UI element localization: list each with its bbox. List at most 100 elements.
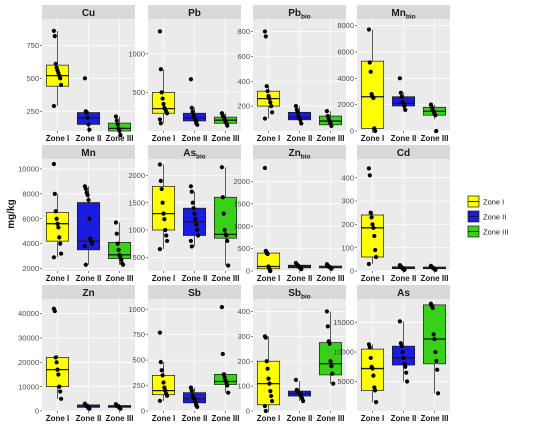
- data-point: [399, 94, 404, 99]
- y-tick-label: 8000: [22, 189, 39, 198]
- data-point: [324, 309, 329, 314]
- data-point: [299, 267, 304, 272]
- y-axis-label: mg/kg: [6, 199, 17, 228]
- y-tick-label: 500: [26, 74, 39, 83]
- facet-title-subscript: bio: [406, 14, 416, 21]
- box-zone-ii: [287, 104, 312, 126]
- x-tick-label: Zone I: [361, 414, 385, 423]
- y-tick-label: 600: [237, 52, 250, 61]
- data-point: [162, 216, 167, 222]
- box-zone-iii: [318, 309, 343, 386]
- data-point: [402, 267, 407, 272]
- data-point: [398, 90, 403, 95]
- facet-title-subscript: bio: [196, 154, 206, 161]
- x-tick-label: Zone III: [317, 414, 345, 423]
- y-tick-label: 0: [141, 407, 145, 416]
- data-point: [163, 227, 168, 233]
- y-tick-label: 4000: [337, 74, 354, 83]
- data-point: [324, 108, 329, 114]
- y-tick-label: 4000: [22, 239, 39, 248]
- x-tick-label: Zone III: [421, 414, 449, 423]
- data-point: [87, 216, 92, 221]
- box-zone-iii: [213, 305, 238, 395]
- facet-panel-1: Cu 250 500 750 Zone I Zone II Zone III: [26, 5, 135, 143]
- box-zone-ii: [76, 401, 101, 411]
- facet-title: Cu: [82, 8, 95, 19]
- y-tick-label: 500: [132, 88, 145, 97]
- data-point: [193, 216, 198, 222]
- y-tick-label: 400: [237, 307, 250, 316]
- box-zone-iii: [318, 108, 343, 129]
- data-point: [158, 121, 163, 126]
- data-point: [268, 268, 273, 274]
- x-tick-label: Zone I: [257, 414, 281, 423]
- facet-panel-8: Cd 0 100 200 300 400 Zone I Zone II Zone III: [341, 145, 450, 283]
- facet-title: As: [397, 288, 410, 299]
- x-tick-label: Zone III: [106, 134, 134, 143]
- data-point: [157, 247, 162, 252]
- data-point: [224, 233, 229, 238]
- data-point: [397, 76, 402, 81]
- box-zone-i: [151, 162, 176, 252]
- data-point: [373, 388, 378, 393]
- data-point: [219, 165, 224, 170]
- data-point: [196, 233, 201, 238]
- y-tick-label: 10000: [333, 348, 354, 357]
- box-zone-iii: [107, 114, 132, 138]
- data-point: [298, 117, 303, 122]
- y-tick-label: 6000: [337, 48, 354, 57]
- data-point: [262, 29, 267, 34]
- facet-panels: Cu 250 500 750 Zone I Zone II Zone III Pb 500 100…: [18, 5, 450, 423]
- box-zone-i: [151, 330, 176, 403]
- data-point: [157, 29, 162, 34]
- data-point: [54, 216, 59, 221]
- data-point: [263, 34, 268, 39]
- data-point: [374, 400, 379, 405]
- data-point: [189, 244, 194, 249]
- data-point: [51, 28, 57, 33]
- data-point: [368, 355, 373, 361]
- data-point: [55, 367, 60, 372]
- data-point: [373, 128, 378, 134]
- box-zone-i: [360, 27, 385, 134]
- box-zone-ii: [391, 319, 416, 384]
- data-point: [371, 225, 376, 230]
- facet-panel-2: Pb 500 1000 Zone I Zone II Zone III: [128, 5, 241, 143]
- data-point: [366, 166, 371, 171]
- data-point: [293, 104, 298, 109]
- y-tick-label: 2000: [128, 171, 145, 180]
- y-tick-label: 0: [350, 267, 354, 276]
- data-point: [220, 195, 225, 200]
- data-point: [157, 117, 162, 122]
- facet-panel-7: Znbio 0 500 1000 1500 2000 Zone I Zone II Zone I…: [233, 145, 346, 283]
- facet-strip: [148, 285, 241, 299]
- data-point: [366, 27, 371, 32]
- facet-title-subscript: bio: [301, 154, 311, 161]
- x-tick-label: Zone II: [287, 134, 313, 143]
- y-tick-label: 2000: [337, 100, 354, 109]
- facet-strip: [42, 5, 135, 19]
- data-point: [161, 101, 166, 107]
- data-point: [159, 368, 164, 373]
- data-point: [159, 186, 164, 192]
- data-point: [90, 241, 95, 246]
- facet-title: Sbbio: [288, 288, 311, 301]
- facet-title-element: Cu: [82, 8, 95, 19]
- data-point: [432, 336, 437, 342]
- facet-title-element: Sb: [288, 288, 301, 299]
- y-tick-label: 1000: [128, 49, 145, 58]
- data-point: [220, 351, 225, 357]
- facet-title: Asbio: [183, 148, 206, 161]
- box-zone-iii: [422, 102, 447, 134]
- data-point: [83, 186, 88, 191]
- data-point: [329, 123, 334, 129]
- data-point: [54, 360, 59, 365]
- legend-label: Zone III: [483, 227, 508, 236]
- data-point: [262, 165, 267, 171]
- facet-panel-4: Mnbio 0 2000 4000 6000 8000 Zone I Zone II Zone …: [337, 5, 450, 143]
- box-zone-iii: [107, 220, 132, 267]
- data-point: [58, 76, 63, 81]
- x-tick-label: Zone I: [152, 274, 176, 283]
- data-point: [328, 359, 333, 364]
- y-tick-label: 0: [246, 407, 250, 416]
